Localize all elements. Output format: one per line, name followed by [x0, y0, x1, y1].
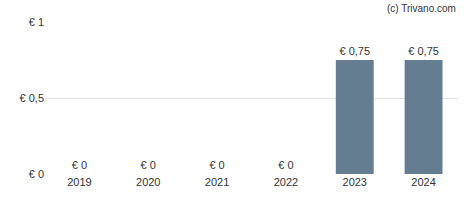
svg-text:€ 0,75: € 0,75	[339, 45, 370, 57]
svg-text:€ 0: € 0	[278, 159, 293, 171]
svg-text:€ 0: € 0	[209, 159, 224, 171]
svg-text:(c) Trivano.com: (c) Trivano.com	[387, 3, 456, 14]
svg-text:€ 1: € 1	[29, 16, 44, 28]
svg-text:2023: 2023	[343, 176, 367, 188]
svg-text:€ 0,5: € 0,5	[20, 92, 44, 104]
svg-text:2019: 2019	[67, 176, 91, 188]
svg-text:€ 0: € 0	[141, 159, 156, 171]
svg-text:€ 0: € 0	[72, 159, 87, 171]
svg-text:€ 0,75: € 0,75	[408, 45, 439, 57]
svg-text:2024: 2024	[411, 176, 435, 188]
svg-text:2021: 2021	[205, 176, 229, 188]
svg-text:€ 0: € 0	[29, 168, 44, 180]
svg-text:2020: 2020	[136, 176, 160, 188]
svg-text:2022: 2022	[274, 176, 298, 188]
